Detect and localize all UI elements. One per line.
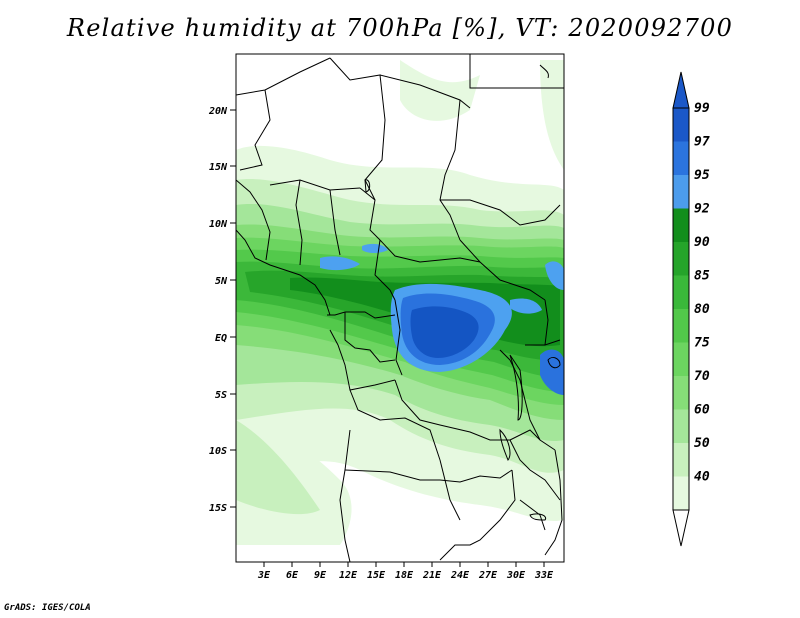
colorbar-cell	[673, 208, 689, 243]
colorbar-cell	[673, 409, 689, 444]
rh-95-area	[545, 261, 564, 290]
lat-tick-label: EQ	[215, 333, 227, 344]
lon-tick-label: 18E	[395, 570, 414, 581]
lon-tick-label: 33E	[534, 570, 554, 581]
colorbar: 99 97 95 92 90 85 80 75 70 60 50 40	[672, 71, 710, 547]
colorbar-label: 60	[694, 403, 710, 418]
colorbar-label: 90	[694, 235, 710, 250]
lon-tick-label: 9E	[314, 570, 327, 581]
lat-tick-label: 5S	[215, 390, 227, 401]
colorbar-label: 92	[694, 202, 710, 217]
lat-tick-label: 15S	[209, 503, 227, 514]
colorbar-cell	[673, 242, 689, 276]
rh-50-area	[236, 420, 320, 515]
lakes	[364, 64, 561, 521]
colorbar-bottom-arrow	[672, 509, 690, 547]
rh-40-area	[400, 60, 480, 121]
lon-axis: 3E 6E 9E 12E 15E 18E 21E 24E 27E 30E 33E	[257, 562, 554, 581]
rh-97-area	[540, 349, 564, 395]
colorbar-cell	[673, 443, 689, 477]
colorbar-label: 99	[694, 101, 710, 116]
map-title: Relative humidity at 700hPa [%], VT: 202…	[66, 14, 734, 42]
colorbar-label: 97	[694, 135, 710, 150]
colorbar-cell	[673, 342, 689, 377]
rh-95-area	[320, 256, 360, 271]
lat-tick-label: 5N	[215, 276, 228, 287]
colorbar-label: 95	[694, 168, 710, 183]
lat-axis: 20N 15N 10N 5N EQ 5S 10S 15S	[208, 106, 236, 514]
lon-tick-label: 27E	[478, 570, 498, 581]
lon-tick-label: 21E	[422, 570, 442, 581]
colorbar-top-arrow	[672, 71, 690, 109]
grads-credit: GrADS: IGES/COLA	[4, 603, 91, 613]
humidity-field	[236, 54, 564, 562]
colorbar-cell	[673, 376, 689, 410]
colorbar-label: 40	[694, 470, 710, 485]
rh-95-area	[362, 243, 388, 253]
lat-tick-label: 20N	[208, 106, 228, 117]
rh-95-area	[510, 298, 542, 314]
colorbar-label: 50	[694, 436, 710, 451]
lon-tick-label: 6E	[286, 570, 299, 581]
lat-tick-label: 10N	[209, 219, 228, 230]
colorbar-cell	[673, 108, 689, 142]
lon-tick-label: 24E	[450, 570, 470, 581]
lon-tick-label: 12E	[339, 570, 358, 581]
colorbar-cell	[673, 141, 689, 176]
colorbar-labels: 99 97 95 92 90 85 80 75 70 60 50 40	[694, 101, 710, 485]
colorbar-label: 75	[694, 336, 710, 351]
colorbar-frame	[672, 107, 690, 511]
lon-tick-label: 30E	[506, 570, 526, 581]
map-frame	[235, 53, 565, 563]
rh-99-area	[410, 306, 479, 358]
lat-tick-label: 10S	[209, 446, 227, 457]
colorbar-label: 80	[694, 302, 710, 317]
colorbar-label: 85	[694, 269, 710, 284]
lat-tick-label: 15N	[209, 162, 228, 173]
colorbar-cell	[673, 175, 689, 209]
colorbar-label: 70	[694, 369, 710, 384]
lon-tick-label: 3E	[257, 570, 271, 581]
lon-tick-label: 15E	[367, 570, 386, 581]
colorbar-cells	[673, 108, 689, 511]
colorbar-cell	[673, 275, 689, 310]
colorbar-cell	[673, 476, 689, 511]
country-borders	[236, 54, 564, 562]
colorbar-cell	[673, 309, 689, 343]
